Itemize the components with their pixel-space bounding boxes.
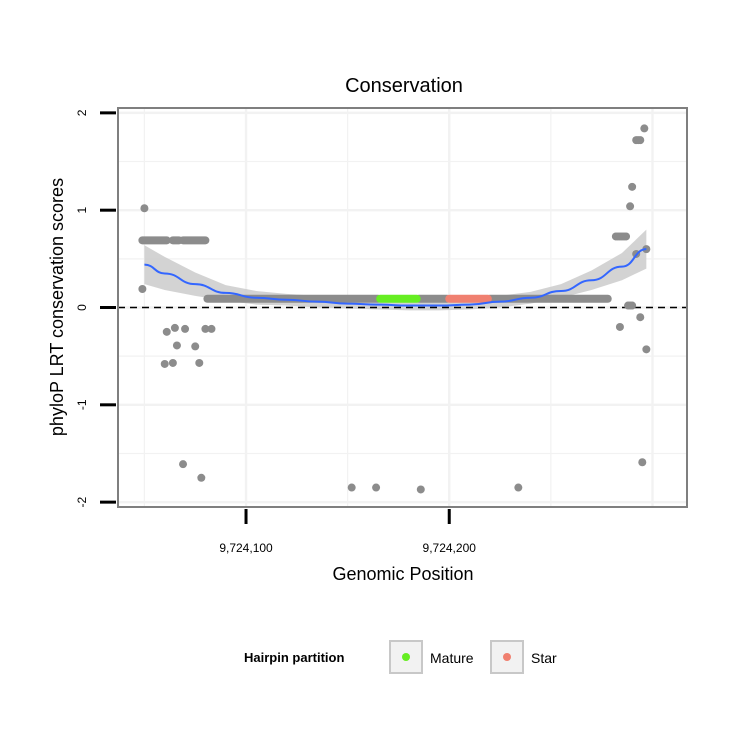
data-point	[197, 473, 206, 482]
y-axis-title: phyloP LRT conservation scores	[47, 178, 67, 436]
data-point	[347, 483, 356, 492]
chart-title: Conservation	[345, 75, 463, 97]
data-point	[640, 124, 649, 133]
legend-swatch-mature	[402, 653, 410, 661]
plot-border	[117, 107, 688, 508]
data-points	[138, 124, 651, 494]
legend-swatch-star	[503, 653, 511, 661]
smooth-curve	[144, 248, 647, 307]
data-point	[626, 202, 635, 211]
data-point	[628, 182, 637, 191]
x-tick-label: 9,724,200	[423, 541, 477, 555]
data-point	[636, 313, 645, 322]
legend-title: Hairpin partition	[244, 650, 344, 665]
data-point	[416, 485, 425, 494]
y-tick-label: 2	[75, 109, 89, 116]
y-tick-label: 1	[75, 207, 89, 214]
legend: Hairpin partition Mature Star	[244, 640, 557, 674]
x-axis-title: Genomic Position	[332, 564, 473, 584]
data-point	[636, 136, 645, 145]
data-point-runs	[138, 236, 612, 303]
y-tick-label: 0	[75, 304, 89, 311]
data-point	[179, 460, 188, 469]
legend-label-star: Star	[531, 650, 557, 666]
legend-label-mature: Mature	[430, 650, 474, 666]
data-point	[168, 358, 177, 367]
data-point	[622, 232, 631, 241]
data-point	[638, 458, 647, 467]
data-point	[191, 342, 200, 351]
x-tick-label: 9,724,100	[219, 541, 273, 555]
data-point	[162, 327, 171, 336]
data-point	[372, 483, 381, 492]
data-point	[138, 285, 147, 294]
data-point	[514, 483, 523, 492]
data-point	[170, 323, 179, 332]
data-point	[201, 324, 210, 333]
y-tick-label: -2	[75, 496, 89, 507]
data-point	[181, 324, 190, 333]
x-axis-ticks: 9,724,100 9,724,200	[219, 509, 476, 555]
data-point	[615, 322, 624, 331]
data-point	[195, 358, 204, 367]
data-point	[160, 359, 169, 368]
data-point	[207, 324, 216, 333]
data-point	[172, 341, 181, 350]
y-tick-label: -1	[75, 399, 89, 410]
data-point	[642, 345, 651, 354]
data-point	[140, 204, 149, 213]
y-axis-ticks: -2 -1 0 1 2	[75, 109, 116, 507]
data-point	[628, 301, 637, 310]
